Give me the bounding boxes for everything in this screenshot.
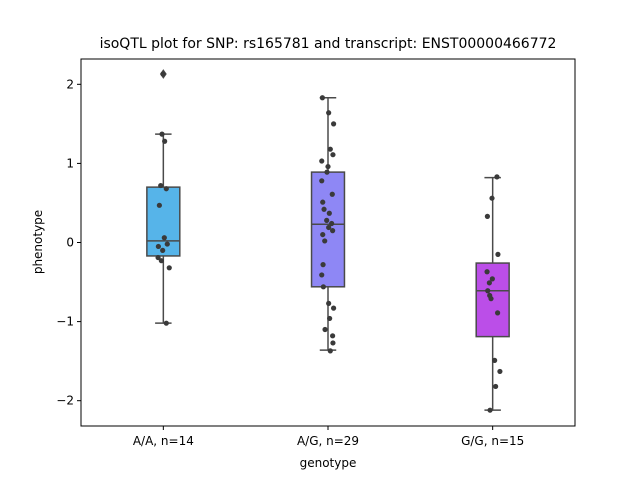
data-point — [484, 269, 490, 275]
data-point — [489, 276, 495, 282]
data-point — [493, 383, 499, 390]
y-tick-label: −1 — [56, 315, 74, 329]
data-point — [486, 280, 492, 286]
y-tick-label: 0 — [66, 236, 74, 250]
data-point — [324, 169, 330, 175]
data-point — [327, 315, 333, 322]
data-point — [158, 182, 164, 189]
data-point — [487, 407, 493, 413]
data-point — [330, 152, 336, 158]
data-point — [484, 213, 490, 219]
data-point — [163, 186, 169, 192]
data-point — [319, 158, 325, 164]
data-point — [326, 224, 332, 231]
data-point — [319, 95, 326, 101]
data-point — [322, 238, 328, 244]
x-tick-label: A/A, n=14 — [133, 434, 194, 448]
data-point — [330, 340, 336, 346]
data-point — [322, 326, 328, 333]
y-tick-label: −2 — [56, 394, 74, 408]
data-point — [326, 210, 332, 216]
data-point — [319, 178, 325, 184]
data-point — [329, 220, 335, 227]
data-point — [156, 202, 162, 208]
data-point — [489, 195, 495, 201]
box-group — [146, 69, 181, 326]
data-point — [330, 228, 336, 234]
data-point — [155, 254, 161, 261]
data-point — [159, 131, 165, 137]
data-point — [497, 368, 503, 375]
x-axis: A/A, n=14 A/G, n=29 G/G, n=15 — [133, 426, 524, 448]
data-point — [321, 206, 327, 212]
data-point — [162, 138, 168, 144]
data-point — [320, 284, 326, 290]
data-point — [488, 296, 494, 302]
x-tick-label: A/G, n=29 — [297, 434, 359, 448]
data-point — [158, 258, 164, 264]
data-point — [330, 333, 336, 339]
y-tick-label: 2 — [66, 77, 74, 91]
data-point — [494, 174, 500, 180]
data-point — [330, 305, 337, 311]
data-point — [166, 265, 172, 271]
y-tick-label: 1 — [66, 156, 74, 170]
data-point — [485, 288, 491, 294]
data-point — [320, 199, 326, 205]
data-point — [327, 348, 333, 354]
data-point — [495, 251, 501, 257]
box-group — [475, 174, 510, 413]
data-point — [319, 272, 325, 278]
data-point — [320, 262, 326, 268]
data-point — [327, 146, 333, 152]
data-point — [324, 217, 330, 223]
data-point — [320, 231, 326, 238]
data-point — [325, 163, 331, 170]
box — [146, 186, 181, 257]
data-point — [326, 110, 332, 116]
data-point — [492, 357, 498, 363]
chart-title: isoQTL plot for SNP: rs165781 and transc… — [100, 36, 557, 52]
x-tick-label: G/G, n=15 — [461, 434, 524, 448]
box-groups — [146, 69, 510, 413]
data-point — [495, 310, 501, 316]
data-point — [161, 235, 167, 241]
data-point — [326, 300, 332, 307]
plot-frame — [80, 58, 576, 427]
data-point — [160, 71, 166, 77]
data-point — [160, 247, 166, 254]
data-point — [163, 320, 169, 326]
box-group — [310, 95, 346, 354]
data-point — [330, 121, 337, 127]
data-point — [329, 191, 335, 197]
x-axis-label: genotype — [300, 456, 357, 470]
data-point — [164, 241, 170, 247]
data-point — [155, 243, 161, 250]
y-axis-label: phenotype — [31, 210, 45, 274]
y-axis: −2 −1 0 1 2 — [56, 77, 81, 408]
